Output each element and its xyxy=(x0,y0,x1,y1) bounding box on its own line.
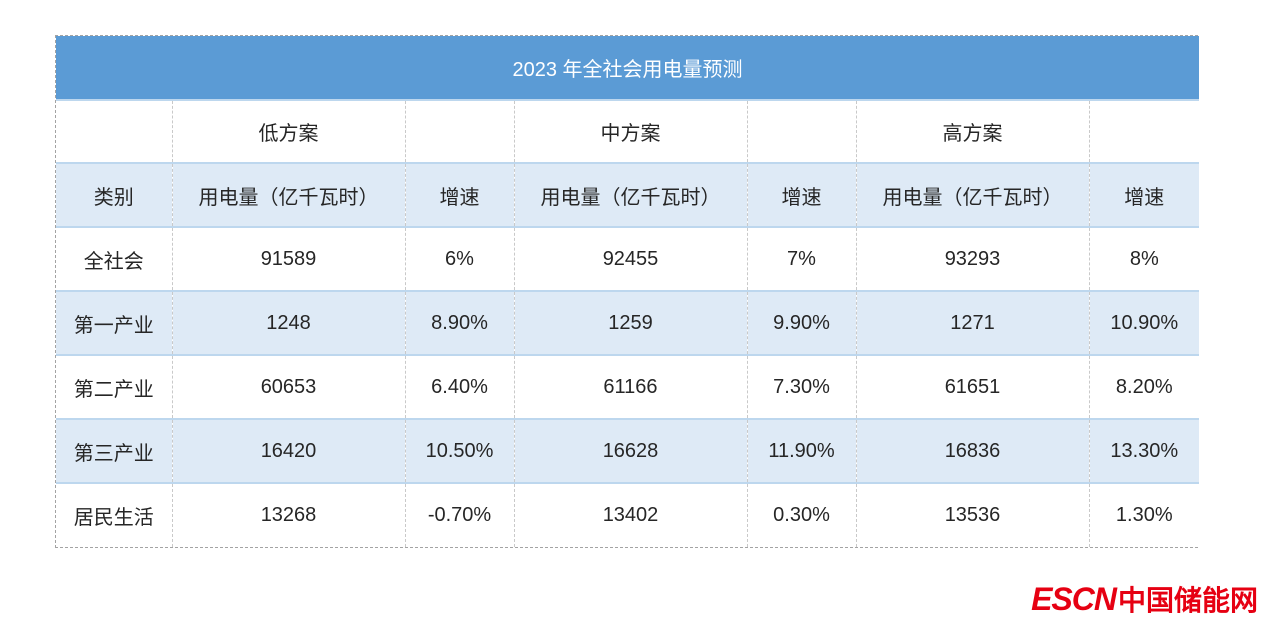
cell-value: 93293 xyxy=(855,226,1089,291)
scenario-cell-empty xyxy=(404,99,514,163)
cell-value: 13402 xyxy=(513,482,747,547)
cell-value: 0.30% xyxy=(746,482,856,547)
electricity-forecast-table: 2023 年全社会用电量预测 低方案 中方案 高方案 类别 用电量（亿千瓦时） … xyxy=(56,36,1200,547)
row-label: 居民生活 xyxy=(56,482,172,547)
cell-value: 11.90% xyxy=(746,418,856,483)
table-title: 2023 年全社会用电量预测 xyxy=(56,36,1200,100)
escn-logo-chinese: 中国储能网 xyxy=(1117,585,1258,616)
scenario-cell-empty xyxy=(1088,99,1200,163)
cell-value: 1271 xyxy=(855,290,1089,355)
column-header-row: 类别 用电量（亿千瓦时） 增速 用电量（亿千瓦时） 增速 用电量（亿千瓦时） 增… xyxy=(56,162,1200,227)
row-label: 第一产业 xyxy=(56,290,172,355)
table-row-primary-industry: 第一产业 1248 8.90% 1259 9.90% 1271 10.90% xyxy=(56,290,1200,355)
cell-value: 6% xyxy=(404,226,514,291)
table-row-whole-society: 全社会 91589 6% 92455 7% 93293 8% xyxy=(56,226,1200,291)
table-row-residential: 居民生活 13268 -0.70% 13402 0.30% 13536 1.30… xyxy=(56,482,1200,547)
scenario-mid: 中方案 xyxy=(513,99,747,163)
cell-value: 1259 xyxy=(513,290,747,355)
table-title-row: 2023 年全社会用电量预测 xyxy=(56,36,1200,100)
scenario-cell-empty xyxy=(746,99,856,163)
scenario-high: 高方案 xyxy=(855,99,1089,163)
scenario-header-row: 低方案 中方案 高方案 xyxy=(56,99,1200,163)
table-row-secondary-industry: 第二产业 60653 6.40% 61166 7.30% 61651 8.20% xyxy=(56,354,1200,419)
cell-value: 16836 xyxy=(855,418,1089,483)
col-header-consumption-mid: 用电量（亿千瓦时） xyxy=(513,162,747,227)
scenario-low: 低方案 xyxy=(171,99,405,163)
cell-value: 91589 xyxy=(171,226,405,291)
cell-value: 61651 xyxy=(855,354,1089,419)
cell-value: 61166 xyxy=(513,354,747,419)
col-header-consumption-low: 用电量（亿千瓦时） xyxy=(171,162,405,227)
cell-value: 16628 xyxy=(513,418,747,483)
col-header-growth-high: 增速 xyxy=(1088,162,1200,227)
cell-value: 8.90% xyxy=(404,290,514,355)
row-label: 第二产业 xyxy=(56,354,172,419)
cell-value: 16420 xyxy=(171,418,405,483)
row-label: 第三产业 xyxy=(56,418,172,483)
cell-value: 7% xyxy=(746,226,856,291)
scenario-cell-empty xyxy=(56,99,172,163)
cell-value: 1.30% xyxy=(1088,482,1200,547)
cell-value: 6.40% xyxy=(404,354,514,419)
table-row-tertiary-industry: 第三产业 16420 10.50% 16628 11.90% 16836 13.… xyxy=(56,418,1200,483)
cell-value: 9.90% xyxy=(746,290,856,355)
cell-value: 13.30% xyxy=(1088,418,1200,483)
cell-value: 10.90% xyxy=(1088,290,1200,355)
cell-value: 92455 xyxy=(513,226,747,291)
escn-logo-latin: ESCN xyxy=(1031,581,1117,617)
cell-value: 8.20% xyxy=(1088,354,1200,419)
cell-value: 10.50% xyxy=(404,418,514,483)
cell-value: 60653 xyxy=(171,354,405,419)
cell-value: 1248 xyxy=(171,290,405,355)
col-header-growth-mid: 增速 xyxy=(746,162,856,227)
cell-value: -0.70% xyxy=(404,482,514,547)
forecast-table-container: 2023 年全社会用电量预测 低方案 中方案 高方案 类别 用电量（亿千瓦时） … xyxy=(55,35,1200,548)
col-header-consumption-high: 用电量（亿千瓦时） xyxy=(855,162,1089,227)
cell-value: 8% xyxy=(1088,226,1200,291)
cell-value: 13268 xyxy=(171,482,405,547)
row-label: 全社会 xyxy=(56,226,172,291)
cell-value: 13536 xyxy=(855,482,1089,547)
col-header-growth-low: 增速 xyxy=(404,162,514,227)
escn-logo: ESCN中国储能网 xyxy=(1031,581,1258,621)
cell-value: 7.30% xyxy=(746,354,856,419)
col-header-category: 类别 xyxy=(56,162,172,227)
